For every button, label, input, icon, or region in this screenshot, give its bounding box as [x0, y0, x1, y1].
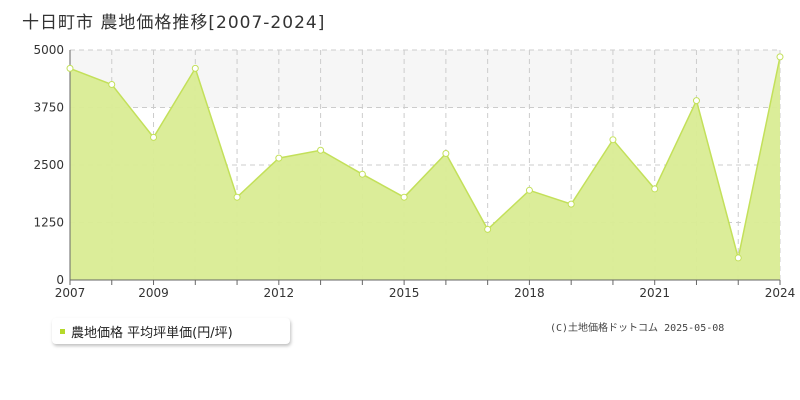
y-tick-label: 3750	[33, 101, 64, 115]
series-line	[69, 56, 781, 259]
y-tick-label: 2500	[33, 158, 64, 172]
data-point	[358, 170, 366, 178]
series-area	[70, 56, 780, 281]
area-chart: 0 1250 2500 3750 5000 2007 2009 2012 2015 2018 202…	[33, 43, 796, 300]
data-point	[484, 225, 492, 233]
data-point	[66, 64, 74, 72]
x-tick-label: 2015	[389, 286, 420, 300]
data-point	[692, 97, 700, 105]
data-point	[150, 133, 158, 141]
data-point	[609, 136, 617, 144]
data-point	[651, 185, 659, 193]
legend-label: 農地価格 平均坪単価(円/坪)	[71, 325, 233, 341]
legend: 農地価格 平均坪単価(円/坪)	[52, 318, 290, 344]
y-tick-label: 1250	[33, 216, 64, 230]
y-tick-label: 0	[56, 273, 64, 287]
y-tick-label: 5000	[33, 43, 64, 57]
x-tick-label: 2024	[765, 286, 796, 300]
x-tick-label: 2009	[138, 286, 169, 300]
data-point	[191, 64, 199, 72]
data-point	[442, 150, 450, 157]
x-tick-label: 2018	[514, 286, 545, 300]
data-point	[317, 146, 325, 154]
legend-swatch	[60, 328, 65, 334]
data-point	[776, 53, 784, 61]
data-point	[275, 154, 283, 162]
x-tick-label: 2021	[639, 286, 670, 300]
data-point	[400, 193, 408, 201]
data-point	[567, 200, 575, 208]
x-tick-label: 2007	[55, 286, 86, 300]
copyright-text: (C)土地価格ドットコム 2025-05-08	[550, 323, 725, 334]
chart-title: 十日町市 農地価格推移[2007-2024]	[22, 13, 326, 33]
data-point	[108, 81, 116, 88]
data-point	[233, 193, 241, 201]
data-point	[734, 254, 742, 262]
data-point	[525, 186, 533, 194]
x-tick-label: 2012	[264, 286, 295, 300]
